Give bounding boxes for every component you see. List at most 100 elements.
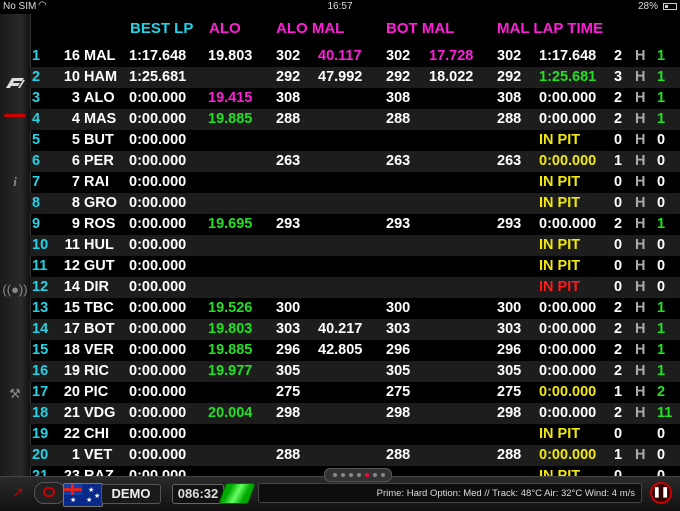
car-number-cell: 18 [63,342,80,358]
page-dot[interactable] [349,473,353,477]
stops-cell: 0 [657,237,666,253]
car-number-cell: 4 [71,111,80,127]
driver-cell: BUT [84,132,114,148]
alo-sector-cell: 19.803 [208,321,253,337]
page-dot[interactable] [381,473,385,477]
header-mal-lap-time: MAL LAP TIME [497,20,604,37]
alo-sector-cell: 19.885 [208,111,253,127]
alo-speed-cell: 292 [276,69,301,85]
laps-cell: 2 [614,216,623,232]
best-lap-cell: 0:00.000 [129,195,187,211]
car-number-cell: 9 [71,216,80,232]
car-number-cell: 3 [71,90,80,106]
driver-cell: BOT [84,321,115,337]
mal-speed-cell: 293 [497,216,522,232]
bot-speed-cell: 305 [386,363,411,379]
f1-menu-icon[interactable]: ↗ [12,484,24,500]
record-icon[interactable] [34,482,66,504]
pause-icon[interactable]: ❚❚ [650,482,672,504]
position-cell: 2 [32,69,41,85]
table-row[interactable]: 19 22 CHI 0:00.000 IN PIT 0 0 [30,424,680,445]
bot-speed-cell: 292 [386,69,411,85]
laps-cell: 0 [614,195,623,211]
lap-time-cell: 0:00.000 [539,363,597,379]
table-row[interactable]: 13 15 TBC 0:00.000 19.526 300 300 300 0:00.000 2 H… [30,298,680,319]
table-row[interactable]: 7 7 RAI 0:00.000 IN PIT 0 H 0 [30,172,680,193]
table-row[interactable]: 5 5 BUT 0:00.000 IN PIT 0 H 0 [30,130,680,151]
tyre-cell: H [635,342,646,358]
laps-cell: 2 [614,111,623,127]
tools-icon[interactable]: ⚒ [9,386,21,401]
bot-speed-cell: 303 [386,321,411,337]
alo-speed-cell: 298 [276,405,301,421]
table-row[interactable]: 17 20 PIC 0:00.000 275 275 275 0:00.000 1 H 2 [30,382,680,403]
australia-flag-icon[interactable]: ★ ★ ★ ★ [63,483,103,507]
table-row[interactable]: 6 6 PER 0:00.000 263 263 263 0:00.000 1 H 0 [30,151,680,172]
driver-cell: GRO [84,195,118,211]
table-row[interactable]: 14 17 BOT 0:00.000 19.803 303 40.217 303 303 0:00… [30,319,680,340]
driver-cell: TBC [84,300,114,316]
sidebar: i ((●)) ⚒ [0,14,31,476]
tyre-cell: H [635,69,646,85]
radio-icon[interactable]: ((●)) [2,282,28,297]
position-cell: 15 [32,342,49,358]
alo-sector-cell: 19.803 [208,48,253,64]
table-row[interactable]: 8 8 GRO 0:00.000 IN PIT 0 H 0 [30,193,680,214]
car-number-cell: 1 [71,447,80,463]
bot-speed-cell: 308 [386,90,411,106]
bot-mal-gap-cell: 18.022 [429,69,474,85]
laps-cell: 0 [614,174,623,190]
stops-cell: 1 [657,48,666,64]
table-row[interactable]: 4 4 MAS 0:00.000 19.885 288 288 288 0:00.000 2 H 1 [30,109,680,130]
best-lap-cell: 0:00.000 [129,279,187,295]
table-row[interactable]: 15 18 VER 0:00.000 19.885 296 42.805 296 296 0:00… [30,340,680,361]
table-row[interactable]: 1 16 MAL 1:17.648 19.803 302 40.117 302 17.728 30… [30,46,680,67]
alo-speed-cell: 296 [276,342,301,358]
table-row[interactable]: 12 14 DIR 0:00.000 IN PIT 0 H 0 [30,277,680,298]
page-indicator[interactable] [324,468,392,482]
best-lap-cell: 0:00.000 [129,153,187,169]
page-dot[interactable] [365,473,369,477]
battery-percent: 28% [637,1,658,12]
alo-speed-cell: 305 [276,363,301,379]
page-dot[interactable] [333,473,337,477]
tyre-cell: H [635,48,646,64]
table-row[interactable]: 20 1 VET 0:00.000 288 288 288 0:00.000 1 H 0 [30,445,680,466]
page-dot[interactable] [341,473,345,477]
bot-speed-cell: 296 [386,342,411,358]
laps-cell: 0 [614,237,623,253]
tyre-cell: H [635,111,646,127]
bot-mal-gap-cell: 17.728 [429,48,474,64]
stops-cell: 0 [657,258,666,274]
driver-cell: CHI [84,426,109,442]
lap-time-cell: 0:00.000 [539,405,597,421]
alo-speed-cell: 303 [276,321,301,337]
stops-cell: 2 [657,384,666,400]
alo-speed-cell: 300 [276,300,301,316]
active-indicator [4,114,26,117]
f1-logo-icon[interactable] [4,74,26,92]
table-row[interactable]: 16 19 RIC 0:00.000 19.977 305 305 305 0:00.000 2 H… [30,361,680,382]
alo-speed-cell: 293 [276,216,301,232]
table-row[interactable]: 11 12 GUT 0:00.000 IN PIT 0 H 0 [30,256,680,277]
mode-button[interactable]: DEMO [101,484,161,504]
car-number-cell: 8 [71,195,80,211]
page-dot[interactable] [373,473,377,477]
stops-cell: 0 [657,447,666,463]
page-dot[interactable] [357,473,361,477]
lap-time-cell: IN PIT [539,174,581,190]
table-row[interactable]: 3 3 ALO 0:00.000 19.415 308 308 308 0:00.000 2 H 1 [30,88,680,109]
position-cell: 17 [32,384,49,400]
table-row[interactable]: 9 9 ROS 0:00.000 19.695 293 293 293 0:00.000 2 H 1 [30,214,680,235]
table-row[interactable]: 18 21 VDG 0:00.000 20.004 298 298 298 0:00.000 2 H… [30,403,680,424]
position-cell: 5 [32,132,41,148]
lap-time-cell: 0:00.000 [539,384,597,400]
laps-cell: 0 [614,426,623,442]
position-cell: 11 [32,258,48,274]
tyre-cell: H [635,195,646,211]
info-icon[interactable]: i [13,174,17,189]
best-lap-cell: 0:00.000 [129,174,187,190]
table-row[interactable]: 2 10 HAM 1:25.681 292 47.992 292 18.022 292 1:25.… [30,67,680,88]
table-row[interactable]: 10 11 HUL 0:00.000 IN PIT 0 H 0 [30,235,680,256]
laps-cell: 0 [614,279,623,295]
